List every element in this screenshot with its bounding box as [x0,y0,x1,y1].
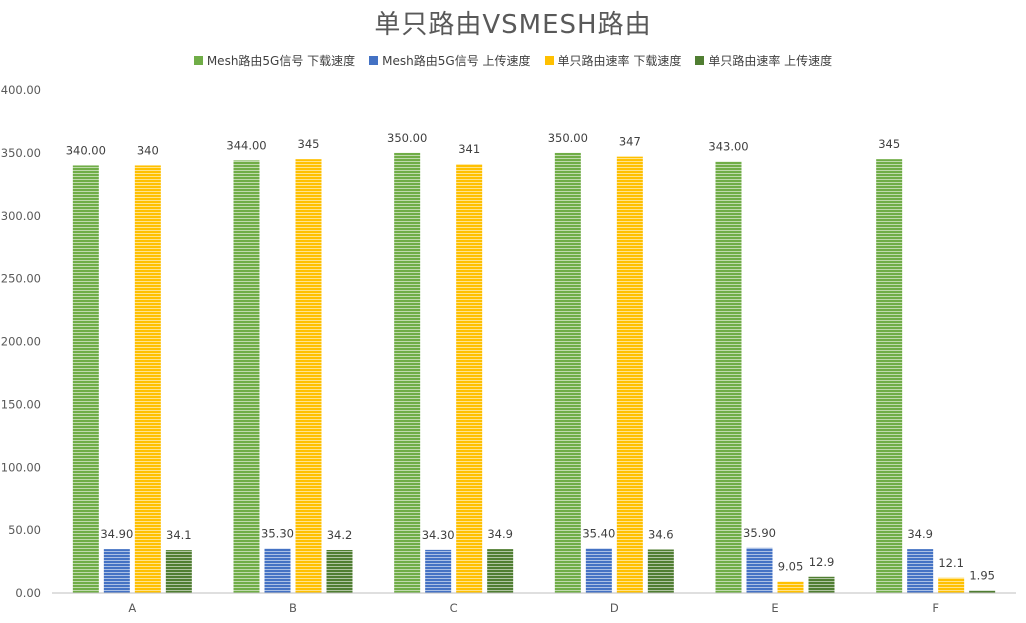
data-label: 35.90 [743,526,776,540]
y-tick-label: 250.00 [1,272,41,286]
legend-label: Mesh路由5G信号 上传速度 [382,54,531,68]
x-tick-label: B [289,601,297,615]
data-label: 345 [298,137,320,151]
data-label: 1.95 [969,569,995,583]
data-label: 340 [137,143,159,157]
data-label: 34.30 [422,528,455,542]
x-tick-label: E [771,601,778,615]
legend-label: 单只路由速率 下载速度 [557,54,682,68]
y-tick-label: 300.00 [1,209,41,223]
data-label: 9.05 [778,560,804,574]
y-tick-label: 0.00 [15,586,41,600]
bar [616,156,643,593]
data-label: 35.40 [582,526,615,540]
data-label: 344.00 [226,138,266,152]
data-label: 12.9 [809,555,835,569]
x-tick-label: C [450,601,458,615]
bar [969,590,996,593]
y-tick-label: 200.00 [1,335,41,349]
data-label: 345 [878,137,900,151]
data-label: 12.1 [938,556,964,570]
bar [326,549,353,593]
legend-swatch [193,56,203,65]
bar [103,549,130,593]
data-label: 34.9 [487,527,513,541]
data-label: 340.00 [66,143,106,157]
x-tick-label: A [128,601,136,615]
legend-swatch [369,56,379,65]
bar [295,159,322,593]
legend-item: Mesh路由5G信号 下载速度 [193,52,356,69]
bar [165,550,192,593]
data-label: 347 [619,135,641,149]
legend-label: 单只路由速率 上传速度 [708,54,833,68]
legend-item: 单只路由速率 下载速度 [544,52,682,69]
bar [746,547,773,593]
y-tick-label: 150.00 [1,397,41,411]
bar [134,165,161,593]
legend-item: 单只路由速率 上传速度 [695,52,832,69]
bar [647,549,674,593]
bar [72,165,99,593]
bar [487,549,514,593]
data-label: 350.00 [548,131,588,145]
bar [425,549,452,593]
bar [233,160,260,594]
bar [938,577,965,593]
data-label: 34.6 [648,527,674,541]
data-label: 34.90 [100,527,133,541]
bar [715,161,742,594]
chart-title: 单只路由VSMESH路由 [374,10,652,40]
bar [456,164,483,593]
legend: Mesh路由5G信号 下载速度 Mesh路由5G信号 上传速度 单只路由速率 下载速… [0,52,1026,69]
data-label: 34.2 [327,528,353,542]
data-label: 35.30 [261,527,294,541]
y-tick-label: 400.00 [1,83,41,97]
data-label: 343.00 [708,140,748,154]
bar [585,548,612,593]
bar [876,159,903,593]
y-tick-label: 100.00 [1,460,41,474]
bar [394,152,421,593]
data-label: 34.1 [166,528,192,542]
bar [777,581,804,593]
x-tick-label: F [932,601,939,615]
legend-swatch [695,56,705,65]
data-label: 34.9 [907,527,933,541]
bar [554,152,581,593]
data-label: 341 [458,142,480,156]
legend-swatch [544,56,554,65]
data-label: 350.00 [387,131,427,145]
legend-label: Mesh路由5G信号 下载速度 [206,54,356,68]
y-tick-label: 350.00 [1,146,41,160]
legend-item: Mesh路由5G信号 上传速度 [369,52,531,69]
bar [264,548,291,593]
bar [907,549,934,593]
y-tick-label: 50.00 [8,523,41,537]
bar [808,576,835,593]
x-tick-label: D [610,601,619,615]
